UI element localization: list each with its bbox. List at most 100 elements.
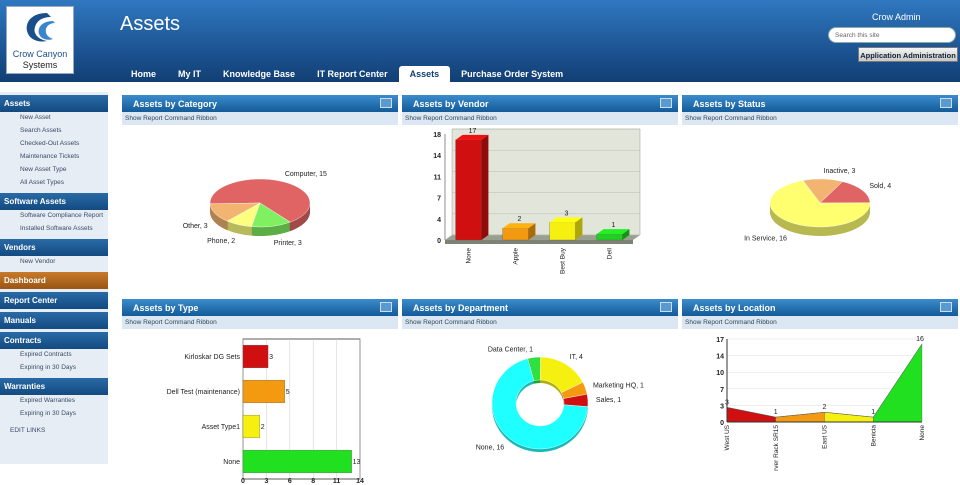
nav-link[interactable]: Installed Software Assets xyxy=(20,225,93,232)
nav-section[interactable]: Contracts xyxy=(0,332,108,349)
nav-section[interactable]: Dashboard xyxy=(0,272,108,289)
data-label: Printer, 3 xyxy=(274,240,302,247)
nav-link[interactable]: Expired Contracts xyxy=(20,351,72,358)
data-label: 1 xyxy=(612,222,616,229)
x-tick-label: Benicia xyxy=(870,425,877,447)
panel: Assets by Location Show Report Command Ri… xyxy=(682,299,958,483)
floor-front xyxy=(445,240,633,244)
nav-section[interactable]: Vendors xyxy=(0,239,108,256)
slice xyxy=(819,181,871,204)
y-tick-label: 17 xyxy=(716,337,724,344)
nav-section[interactable]: Warranties xyxy=(0,378,108,395)
nav-link[interactable]: Expiring in 30 Days xyxy=(20,364,76,371)
nav-section[interactable]: Software Assets xyxy=(0,193,108,210)
data-label: 3 xyxy=(725,399,729,406)
data-label: 2 xyxy=(518,216,522,223)
panel-menu-icon[interactable] xyxy=(940,98,952,108)
bar-top xyxy=(549,217,583,223)
data-label: 17 xyxy=(469,128,477,135)
x-tick-label: 8 xyxy=(311,478,315,483)
data-label: Other, 3 xyxy=(183,223,208,230)
nav-tab[interactable]: Home xyxy=(131,69,157,79)
y-tick-label: Asset Type1 xyxy=(202,424,241,431)
bar-top xyxy=(455,134,489,140)
chart: 0 3 6 8 11 14 3 Kirloskar DG Sets 5 Dell Test (ma… xyxy=(167,338,364,483)
chart: Inactive, 3 Sold, 4 In Service, 16 xyxy=(744,168,891,242)
panel-title: Assets by Category xyxy=(122,95,398,112)
data-label: Sales, 1 xyxy=(596,397,621,404)
nav-tabs: Home My IT Knowledge Base IT Report Center A… xyxy=(120,66,574,82)
nav-section[interactable]: Manuals xyxy=(0,312,108,329)
y-tick-label: 7 xyxy=(437,196,441,203)
ribbon-toggle[interactable]: Show Report Command Ribbon xyxy=(682,316,958,329)
nav-link[interactable]: Expired Warranties xyxy=(20,397,76,404)
nav-link[interactable]: All Asset Types xyxy=(20,179,64,186)
nav-link[interactable]: Maintenance Tickets xyxy=(20,153,80,160)
nav-tab[interactable]: Assets xyxy=(398,66,451,82)
chart: 0 4 7 11 14 18 17 None 2 Apple 3 Best Buy 1 Dell xyxy=(433,128,641,274)
bar-side xyxy=(622,229,630,240)
bar xyxy=(455,139,482,241)
panel-menu-icon[interactable] xyxy=(380,98,392,108)
y-tick-label: 0 xyxy=(720,420,724,427)
nav-section[interactable]: Report Center xyxy=(0,292,108,309)
ribbon-toggle[interactable]: Show Report Command Ribbon xyxy=(122,112,398,125)
site-title: Assets xyxy=(120,13,181,35)
panel-menu-icon[interactable] xyxy=(380,302,392,312)
bar xyxy=(242,414,260,439)
area-segment xyxy=(775,412,825,423)
data-label: Computer, 15 xyxy=(285,171,327,178)
nav-tab[interactable]: My IT xyxy=(178,69,202,79)
bar-top xyxy=(502,223,536,229)
user-menu[interactable]: Crow Admin xyxy=(872,12,921,22)
panel: Assets by Department Show Report Command … xyxy=(402,299,678,483)
x-tick-label: 0 xyxy=(241,478,245,483)
slice xyxy=(491,358,589,450)
ribbon-toggle[interactable]: Show Report Command Ribbon xyxy=(122,316,398,329)
panel-menu-icon[interactable] xyxy=(660,302,672,312)
panel: Assets by Type Show Report Command Ribbon… xyxy=(122,299,398,483)
nav-section[interactable]: Assets xyxy=(0,95,108,112)
nav-tab[interactable]: Knowledge Base xyxy=(223,69,296,79)
y-tick-label: 18 xyxy=(433,132,441,139)
nav-link[interactable]: New Asset Type xyxy=(20,166,67,173)
bar-side xyxy=(528,223,536,240)
x-tick-label: 11 xyxy=(333,478,341,483)
nav-link[interactable]: Search Assets xyxy=(20,127,62,134)
panel: Assets by Status Show Report Command Ribb… xyxy=(682,95,958,289)
data-label: 3 xyxy=(565,210,569,217)
logo-mark xyxy=(26,13,55,42)
line xyxy=(726,343,923,418)
nav-tab[interactable]: IT Report Center xyxy=(317,69,388,79)
nav-link[interactable]: Software Compliance Report xyxy=(20,212,104,219)
admin-button[interactable]: Application Administration xyxy=(858,47,958,62)
nav-link[interactable]: New Asset xyxy=(20,114,51,121)
data-label: 1 xyxy=(774,409,778,416)
bar xyxy=(502,228,529,241)
ribbon-toggle[interactable]: Show Report Command Ribbon xyxy=(402,112,678,125)
data-label: 2 xyxy=(823,404,827,411)
y-tick-label: 11 xyxy=(434,174,442,181)
data-label: None, 16 xyxy=(476,444,505,451)
logo-text: Crow Canyon xyxy=(12,49,68,59)
nav-link[interactable]: Expiring in 30 Days xyxy=(20,410,76,417)
edit-links[interactable]: EDIT LINKS xyxy=(10,427,46,434)
x-tick-label: West US xyxy=(724,424,731,450)
area-segment xyxy=(824,412,874,423)
nav-link[interactable]: Checked-Out Assets xyxy=(20,140,80,147)
nav-tab[interactable]: Purchase Order System xyxy=(461,69,564,79)
chart: Computer, 15 Printer, 3 Phone, 2 Other, 3 xyxy=(183,171,327,247)
panel-menu-icon[interactable] xyxy=(660,98,672,108)
logo[interactable]: Crow Canyon Systems xyxy=(6,6,74,74)
x-tick-label: East US xyxy=(822,424,829,449)
nav-link[interactable]: New Vendor xyxy=(20,258,56,265)
panel-menu-icon[interactable] xyxy=(940,302,952,312)
y-tick-label: 3 xyxy=(720,403,724,410)
search-box[interactable]: Search this site xyxy=(828,27,956,43)
ribbon-toggle[interactable]: Show Report Command Ribbon xyxy=(402,316,678,329)
bar xyxy=(596,233,623,241)
data-label: 3 xyxy=(269,354,273,361)
ribbon-toggle[interactable]: Show Report Command Ribbon xyxy=(682,112,958,125)
